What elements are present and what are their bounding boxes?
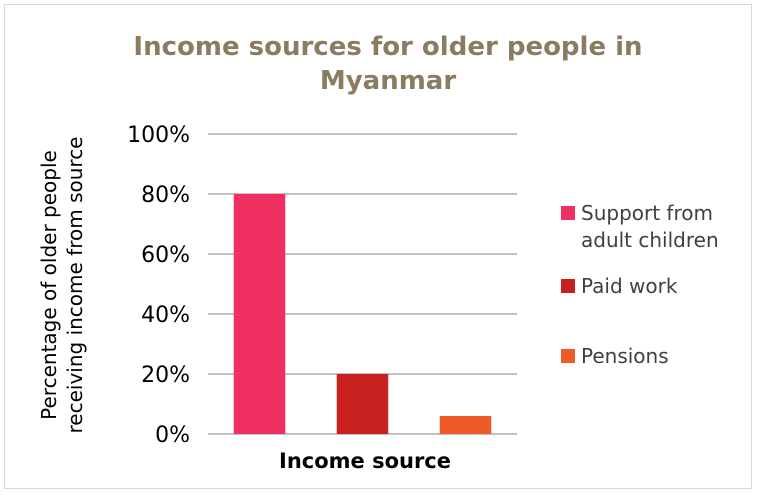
y-tick-label: 0%	[155, 423, 190, 448]
bar-pensions	[439, 416, 492, 434]
bar-support-from-adult-children	[233, 194, 286, 434]
bars	[233, 194, 492, 434]
y-tick-label: 100%	[127, 123, 190, 148]
legend-item: Support from adult children	[561, 200, 719, 254]
chart-title: Income sources for older people in Myanm…	[0, 30, 758, 98]
legend-item: Pensions	[561, 343, 669, 370]
y-tick-label: 20%	[141, 363, 190, 388]
chart-title-line-2: Myanmar	[319, 66, 457, 96]
legend-label-line: Support from	[581, 201, 713, 225]
legend-label: Paid work	[581, 273, 677, 300]
legend-item: Paid work	[561, 273, 677, 300]
chart-title-line-1: Income sources for older people in	[133, 32, 643, 62]
legend-label: Pensions	[581, 343, 669, 370]
legend-swatch	[561, 349, 575, 363]
legend-swatch	[561, 279, 575, 293]
bar-paid-work	[336, 374, 389, 434]
y-tick-label: 60%	[141, 243, 190, 268]
x-axis-label: Income source	[279, 449, 451, 473]
legend-swatch	[561, 206, 575, 220]
y-tick-label: 40%	[141, 303, 190, 328]
legend-label-line: Pensions	[581, 344, 669, 368]
legend-label-line: Paid work	[581, 274, 678, 298]
y-tick-labels: 0% 20% 40% 60% 80% 100%	[127, 123, 190, 448]
legend-label: Support from adult children	[581, 200, 719, 254]
y-tick-label: 80%	[141, 183, 190, 208]
legend-label-line: adult children	[581, 228, 719, 252]
